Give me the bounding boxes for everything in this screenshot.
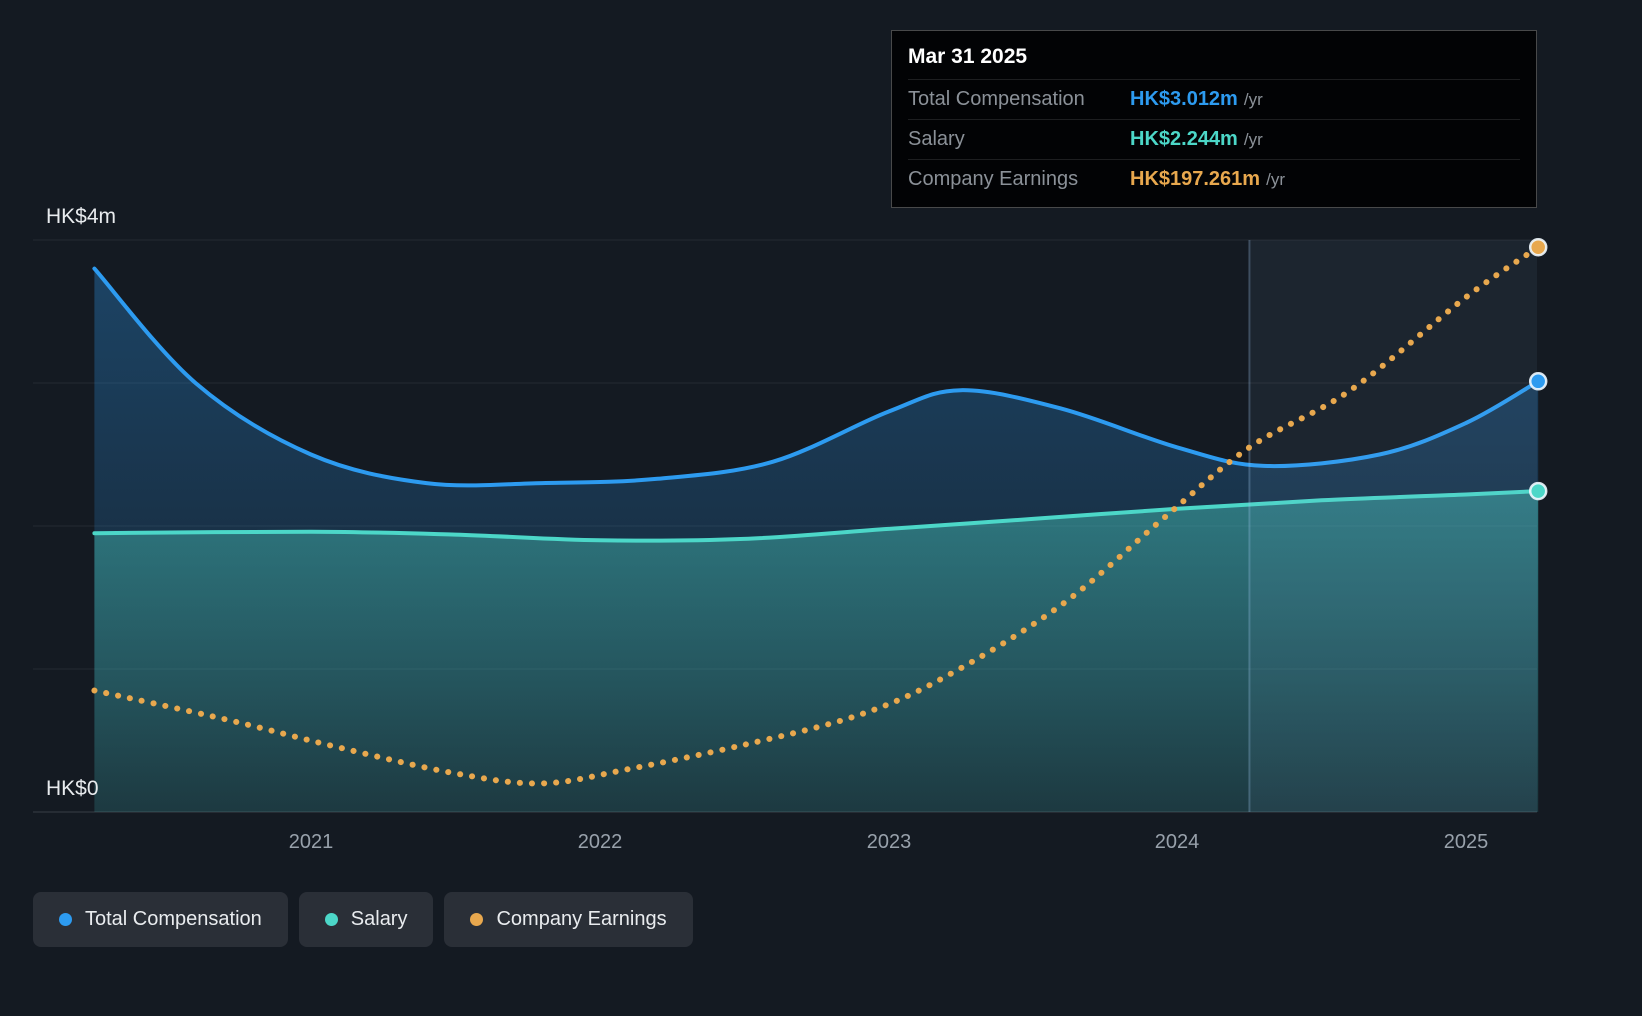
tooltip-row-suffix: /yr <box>1243 130 1263 149</box>
chart-legend: Total Compensation Salary Company Earnin… <box>33 892 693 947</box>
legend-item-company-earnings[interactable]: Company Earnings <box>444 892 693 947</box>
x-axis-label-2024: 2024 <box>1154 831 1200 853</box>
tooltip-row-company-earnings: Company Earnings HK$197.261m /yr <box>908 159 1520 199</box>
legend-dot-company-earnings <box>470 913 484 926</box>
tooltip-row-value: HK$2.244m <box>1130 128 1238 150</box>
tooltip-row-suffix: /yr <box>1243 90 1263 109</box>
x-axis-label-2025: 2025 <box>1443 831 1489 853</box>
tooltip-row-label: Total Compensation <box>908 88 1085 110</box>
tooltip-row-label: Company Earnings <box>908 168 1079 190</box>
tooltip-date: Mar 31 2025 <box>908 45 1028 68</box>
x-axis-label-2023: 2023 <box>866 831 912 853</box>
legend-item-salary[interactable]: Salary <box>298 892 434 947</box>
tooltip-row-suffix: /yr <box>1266 170 1285 189</box>
legend-label: Salary <box>350 908 408 930</box>
tooltip-row-label: Salary <box>908 128 965 150</box>
y-axis-label-bottom: HK$0 <box>46 777 99 800</box>
legend-dot-salary <box>324 913 338 926</box>
legend-item-total-compensation[interactable]: Total Compensation <box>33 892 288 947</box>
tooltip-row-salary: Salary HK$2.244m /yr <box>908 119 1520 159</box>
x-axis-label-2021: 2021 <box>288 831 334 853</box>
x-axis-label-2022: 2022 <box>577 831 623 853</box>
tooltip-row-value: HK$197.261m <box>1130 168 1261 190</box>
tooltip-row-total-compensation: Total Compensation HK$3.012m /yr <box>908 79 1520 119</box>
y-axis-label-top: HK$4m <box>46 205 117 228</box>
legend-label: Company Earnings <box>496 908 667 930</box>
legend-label: Total Compensation <box>85 908 262 930</box>
chart-tooltip: Mar 31 2025 Total Compensation HK$3.012m… <box>891 30 1537 208</box>
tooltip-row-value: HK$3.012m <box>1130 88 1238 110</box>
legend-dot-total-compensation <box>59 913 72 926</box>
